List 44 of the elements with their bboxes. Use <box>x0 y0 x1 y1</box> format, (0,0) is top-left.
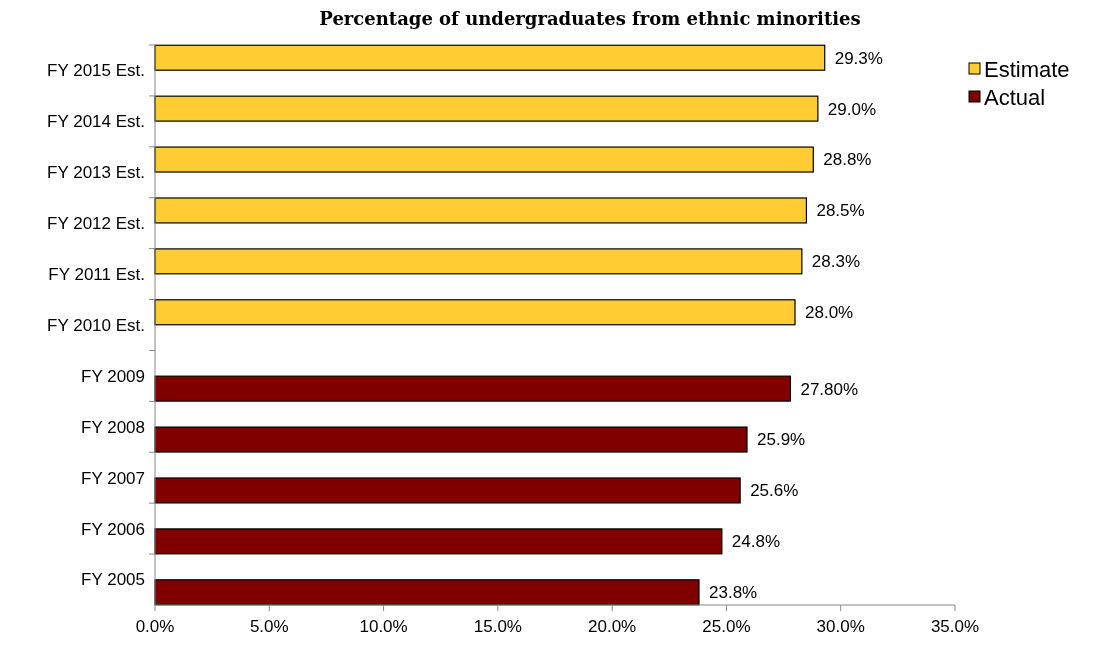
bar <box>154 44 826 71</box>
data-label: 25.9% <box>757 430 806 450</box>
y-tick-label: FY 2007 <box>81 468 145 488</box>
x-tick-label: 25.0% <box>702 617 751 636</box>
legend-label: Estimate <box>984 56 1070 82</box>
x-tick-label: 35.0% <box>930 617 980 636</box>
x-tick-label: 5.0% <box>249 617 289 636</box>
y-tick-label: FY 2014 Est. <box>47 112 145 132</box>
bar <box>154 477 741 504</box>
bar <box>154 95 819 122</box>
data-label: 25.6% <box>750 481 799 501</box>
x-tick-label: 15.0% <box>473 617 522 636</box>
y-tick-label: FY 2006 <box>81 519 145 539</box>
bar <box>154 146 814 173</box>
data-label: 24.8% <box>731 532 781 552</box>
data-label: 23.8% <box>709 583 758 603</box>
data-label: 29.0% <box>827 99 877 119</box>
x-tick-label: 30.0% <box>816 617 865 636</box>
y-tick-label: FY 2013 Est. <box>47 163 145 183</box>
bar <box>154 299 796 326</box>
bar <box>154 579 700 606</box>
data-label: 29.3% <box>834 48 883 68</box>
bar <box>154 528 723 555</box>
y-tick-label: FY 2008 <box>81 417 145 437</box>
chart-title: Percentage of undergraduates from ethnic minorities <box>319 8 861 29</box>
x-tick-label: 20.0% <box>588 617 637 636</box>
data-label: 27.80% <box>800 379 859 399</box>
legend-label: Actual <box>984 84 1046 110</box>
bar <box>154 375 792 402</box>
x-tick-label: 0.0% <box>135 617 175 636</box>
data-label: 28.0% <box>805 303 854 323</box>
bar <box>154 426 748 453</box>
y-tick-label: FY 2012 Est. <box>47 214 145 234</box>
data-label: 28.8% <box>823 150 872 170</box>
y-tick-label: FY 2010 Est. <box>47 315 145 335</box>
data-label: 28.3% <box>811 252 861 272</box>
x-tick-label: 10.0% <box>359 617 408 636</box>
data-label: 28.5% <box>816 201 865 221</box>
y-tick-label: FY 2011 Est. <box>48 265 145 285</box>
bar <box>154 248 803 275</box>
bar <box>154 197 808 224</box>
y-tick-label: FY 2015 Est. <box>47 61 145 81</box>
y-tick-label: FY 2005 <box>81 570 145 590</box>
y-tick-label: FY 2009 <box>81 366 145 386</box>
